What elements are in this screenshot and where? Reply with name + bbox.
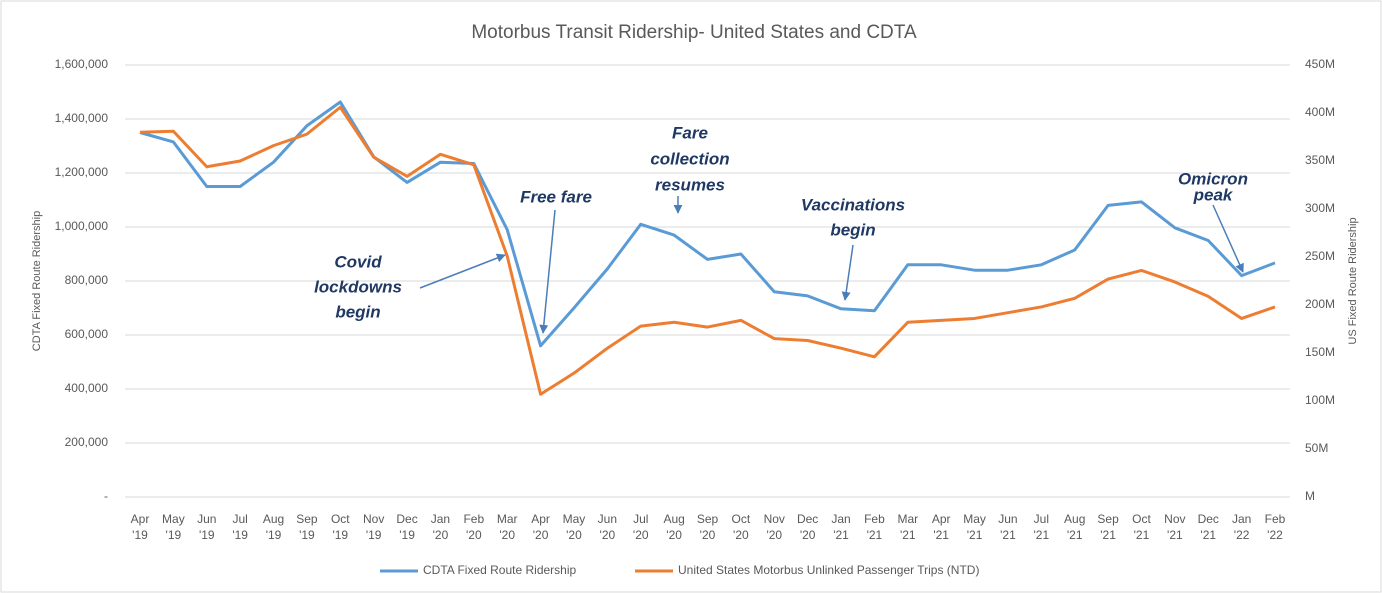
x-tick-label: Aug '19 bbox=[263, 512, 284, 542]
x-tick-label: Feb '22 bbox=[1265, 512, 1286, 542]
x-tick-label: Jul '21 bbox=[1034, 512, 1050, 542]
x-tick-label: Mar '21 bbox=[897, 512, 918, 542]
annotation-text: Omicron bbox=[1178, 169, 1248, 188]
annotation-text: Free fare bbox=[520, 187, 592, 206]
x-tick-label: Mar '20 bbox=[497, 512, 518, 542]
x-tick-label: Sep '20 bbox=[697, 512, 719, 542]
y2-tick-label: 300M bbox=[1305, 201, 1335, 215]
x-tick-label: Dec '20 bbox=[797, 512, 818, 542]
series-line bbox=[139, 105, 1276, 396]
x-tick-label: Nov '21 bbox=[1164, 512, 1185, 542]
x-tick-label: Nov '20 bbox=[764, 512, 785, 542]
y-tick-label: 600,000 bbox=[65, 327, 109, 341]
x-tick-label: Jan '21 bbox=[831, 512, 850, 542]
y-tick-label: 400,000 bbox=[65, 381, 109, 395]
x-tick-label: Jul '20 bbox=[633, 512, 649, 542]
x-tick-label: Oct '19 bbox=[331, 512, 350, 542]
y2-tick-label: 250M bbox=[1305, 249, 1335, 263]
x-tick-label: Oct '21 bbox=[1132, 512, 1151, 542]
x-tick-label: Sep '19 bbox=[296, 512, 318, 542]
y2-tick-label: 100M bbox=[1305, 393, 1335, 407]
annotation-text: resumes bbox=[655, 175, 725, 194]
x-tick-label: May '20 bbox=[563, 512, 586, 542]
x-tick-label: Feb '21 bbox=[864, 512, 885, 542]
y-tick-label: - bbox=[104, 489, 108, 503]
y-tick-label: 1,000,000 bbox=[55, 219, 109, 233]
x-tick-label: Aug '21 bbox=[1064, 512, 1085, 542]
x-tick-label: Apr '20 bbox=[531, 512, 550, 542]
y-tick-label: 1,600,000 bbox=[55, 57, 109, 71]
y-tick-label: 1,400,000 bbox=[55, 111, 109, 125]
series-line bbox=[139, 100, 1276, 348]
x-tick-label: Apr '21 bbox=[932, 512, 951, 542]
y2-tick-label: 150M bbox=[1305, 345, 1335, 359]
x-tick-label: Apr '19 bbox=[131, 512, 150, 542]
y2-tick-label: 200M bbox=[1305, 297, 1335, 311]
annotation-text: begin bbox=[335, 302, 380, 321]
x-tick-label: Jun '21 bbox=[998, 512, 1017, 542]
annotation-text: collection bbox=[650, 149, 729, 168]
x-tick-label: Oct '20 bbox=[732, 512, 751, 542]
y-tick-label: 1,200,000 bbox=[55, 165, 109, 179]
y2-tick-label: 450M bbox=[1305, 57, 1335, 71]
annotation-text: lockdowns bbox=[314, 277, 402, 296]
x-tick-label: Jan '22 bbox=[1232, 512, 1251, 542]
annotation-arrow bbox=[841, 244, 854, 301]
y2-tick-label: 400M bbox=[1305, 105, 1335, 119]
annotation-arrow bbox=[539, 209, 556, 334]
annotation-text: Vaccinations bbox=[801, 195, 905, 214]
x-tick-label: Feb '20 bbox=[463, 512, 484, 542]
x-tick-label: Jul '19 bbox=[232, 512, 248, 542]
legend-label: United States Motorbus Unlinked Passenge… bbox=[678, 563, 979, 577]
x-tick-label: Aug '20 bbox=[663, 512, 684, 542]
y-axis-title: CDTA Fixed Route Ridership bbox=[31, 211, 43, 351]
annotation-arrow bbox=[1212, 204, 1244, 273]
annotation-arrow bbox=[419, 253, 506, 289]
y-tick-label: 800,000 bbox=[65, 273, 109, 287]
y2-tick-label: 350M bbox=[1305, 153, 1335, 167]
x-tick-label: May '21 bbox=[963, 512, 986, 542]
annotation-text: Covid bbox=[334, 252, 382, 271]
x-tick-label: Jun '19 bbox=[197, 512, 216, 542]
x-tick-label: Dec '19 bbox=[396, 512, 417, 542]
annotation-text: peak bbox=[1193, 185, 1234, 204]
x-tick-label: Jun '20 bbox=[598, 512, 617, 542]
chart-title: Motorbus Transit Ridership- United State… bbox=[471, 22, 917, 43]
y2-axis-title: US Fixed Route Ridership bbox=[1347, 217, 1359, 344]
annotation-text: begin bbox=[830, 220, 875, 239]
y2-tick-label: 50M bbox=[1305, 441, 1328, 455]
x-tick-label: Sep '21 bbox=[1097, 512, 1119, 542]
x-tick-label: Nov '19 bbox=[363, 512, 384, 542]
x-tick-label: Dec '21 bbox=[1198, 512, 1219, 542]
annotation-text: Fare bbox=[672, 123, 708, 142]
y-tick-label: 200,000 bbox=[65, 435, 109, 449]
legend-label: CDTA Fixed Route Ridership bbox=[423, 563, 576, 577]
x-tick-label: Jan '20 bbox=[431, 512, 450, 542]
x-tick-label: May '19 bbox=[162, 512, 185, 542]
y2-tick-label: M bbox=[1305, 489, 1315, 503]
